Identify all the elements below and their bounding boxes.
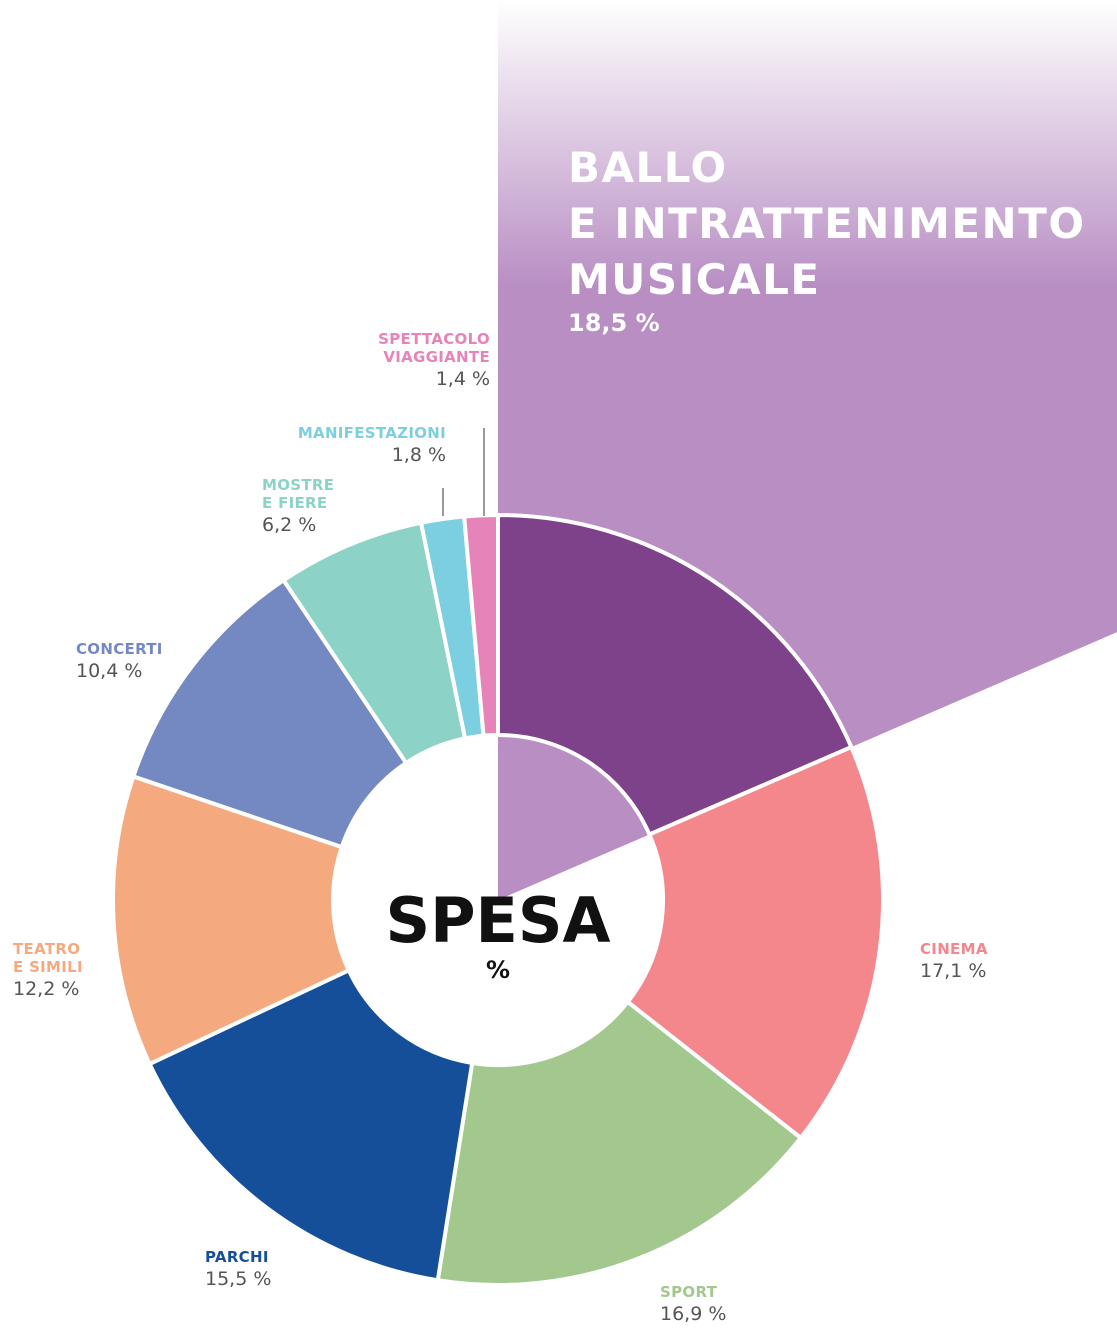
category-label: MANIFESTAZIONI (246, 424, 446, 442)
value-label: 12,2 % (13, 976, 83, 1002)
center-subtitle: % (348, 956, 648, 984)
value-label: 18,5 % (568, 308, 1086, 338)
category-label: MOSTRE E FIERE (262, 476, 334, 512)
category-label: SPETTACOLO VIAGGIANTE (290, 330, 490, 366)
category-label: TEATRO E SIMILI (13, 940, 83, 976)
infographic: SPESA % BALLO E INTRATTENIMENTO MUSICALE… (0, 0, 1117, 1333)
value-label: 1,8 % (246, 442, 446, 468)
value-label: 16,9 % (660, 1301, 726, 1327)
category-label: CINEMA (920, 940, 988, 958)
category-label: SPORT (660, 1283, 726, 1301)
category-label: CONCERTI (76, 640, 163, 658)
value-label: 6,2 % (262, 512, 334, 538)
value-label: 15,5 % (205, 1266, 271, 1292)
value-label: 17,1 % (920, 958, 988, 984)
category-label: BALLO E INTRATTENIMENTO MUSICALE (568, 140, 1086, 308)
center-title: SPESA (348, 886, 648, 956)
category-label: PARCHI (205, 1248, 271, 1266)
value-label: 10,4 % (76, 658, 163, 684)
value-label: 1,4 % (290, 366, 490, 392)
